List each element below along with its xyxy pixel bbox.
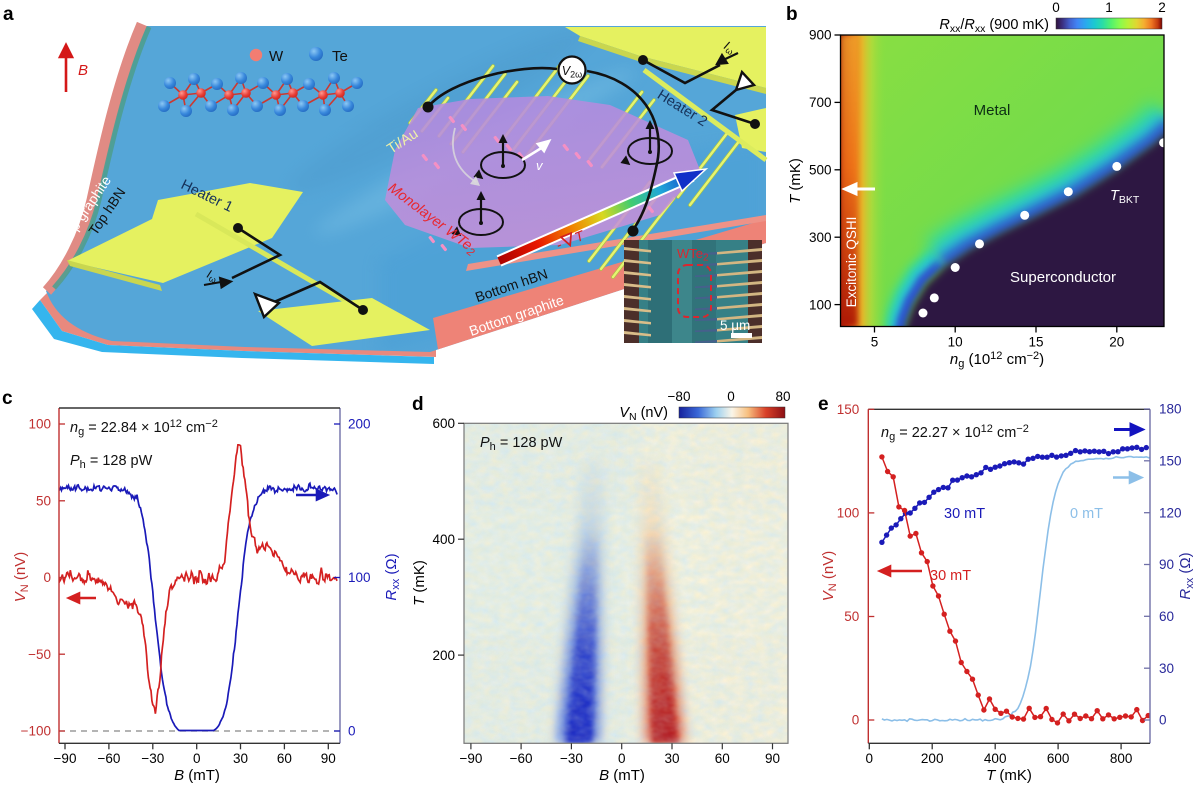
svg-text:-: -	[554, 236, 565, 253]
svg-text:100: 100	[348, 570, 371, 585]
svg-text:0: 0	[618, 751, 626, 766]
svg-text:300: 300	[809, 230, 832, 245]
svg-text:−30: −30	[141, 751, 164, 766]
svg-text:VN (nV): VN (nV)	[619, 405, 668, 423]
svg-text:90: 90	[1159, 557, 1174, 572]
svg-text:15: 15	[1028, 335, 1043, 350]
svg-text:800: 800	[1110, 751, 1133, 766]
svg-text:60: 60	[1159, 609, 1174, 624]
svg-text:T (mK): T (mK)	[411, 560, 428, 606]
svg-text:5: 5	[871, 335, 879, 350]
svg-text:v: v	[536, 158, 544, 173]
svg-text:30 mT: 30 mT	[944, 506, 985, 522]
svg-text:a: a	[3, 4, 14, 25]
svg-text:0: 0	[43, 570, 51, 585]
svg-text:2: 2	[1158, 0, 1166, 15]
svg-text:600: 600	[432, 416, 455, 431]
svg-text:80: 80	[775, 389, 790, 404]
svg-text:30: 30	[664, 751, 679, 766]
svg-text:0: 0	[727, 389, 735, 404]
svg-text:ng (1012 cm−2): ng (1012 cm−2)	[950, 350, 1044, 370]
svg-text:0 mT: 0 mT	[1070, 506, 1103, 522]
svg-text:90: 90	[321, 751, 336, 766]
svg-text:5 μm: 5 μm	[720, 318, 750, 333]
svg-text:400: 400	[984, 751, 1007, 766]
svg-text:Excitonic QSHI: Excitonic QSHI	[844, 217, 859, 308]
svg-text:−30: −30	[560, 751, 583, 766]
svg-text:VN (nV): VN (nV)	[820, 551, 839, 601]
svg-text:−50: −50	[28, 647, 51, 662]
svg-text:100: 100	[837, 506, 860, 521]
svg-text:0: 0	[866, 751, 874, 766]
svg-text:B (mT): B (mT)	[599, 767, 645, 784]
svg-text:30: 30	[233, 751, 248, 766]
svg-text:Rxx/Rxx (900 mK): Rxx/Rxx (900 mK)	[939, 17, 1049, 35]
svg-text:200: 200	[348, 417, 371, 432]
svg-text:50: 50	[36, 493, 51, 508]
svg-text:d: d	[412, 394, 424, 415]
svg-text:ng = 22.84 × 1012 cm−2: ng = 22.84 × 1012 cm−2	[70, 418, 218, 438]
svg-text:500: 500	[809, 163, 832, 178]
svg-text:−90: −90	[459, 751, 482, 766]
svg-text:150: 150	[1159, 454, 1182, 469]
svg-text:W: W	[269, 48, 284, 65]
svg-text:10: 10	[948, 335, 963, 350]
svg-text:200: 200	[432, 648, 455, 663]
svg-text:120: 120	[1159, 505, 1182, 520]
svg-text:60: 60	[715, 751, 730, 766]
svg-text:Rxx (Ω): Rxx (Ω)	[1177, 552, 1196, 599]
svg-text:TBKT: TBKT	[1110, 188, 1140, 206]
svg-text:100: 100	[28, 417, 51, 432]
svg-text:c: c	[2, 388, 13, 409]
svg-text:1: 1	[1105, 0, 1113, 15]
svg-text:VN (nV): VN (nV)	[12, 552, 31, 602]
svg-text:30: 30	[1159, 661, 1174, 676]
svg-text:20: 20	[1109, 335, 1124, 350]
svg-text:B (mT): B (mT)	[174, 767, 220, 784]
svg-text:900: 900	[809, 28, 832, 43]
svg-text:b: b	[786, 4, 798, 25]
svg-text:T (mK): T (mK)	[986, 767, 1032, 784]
svg-text:200: 200	[921, 751, 944, 766]
svg-text:−60: −60	[97, 751, 120, 766]
svg-text:Ph = 128 pW: Ph = 128 pW	[70, 453, 153, 471]
svg-text:e: e	[818, 394, 829, 415]
svg-text:60: 60	[277, 751, 292, 766]
svg-text:Ph = 128 pW: Ph = 128 pW	[480, 435, 563, 453]
svg-text:−60: −60	[510, 751, 533, 766]
svg-text:0: 0	[852, 713, 860, 728]
svg-text:0: 0	[193, 751, 201, 766]
svg-text:Te: Te	[332, 48, 348, 65]
svg-text:ng = 22.27 × 1012 cm−2: ng = 22.27 × 1012 cm−2	[881, 423, 1029, 443]
svg-text:B: B	[78, 62, 88, 79]
svg-text:90: 90	[765, 751, 780, 766]
svg-text:0: 0	[348, 724, 356, 739]
svg-text:180: 180	[1159, 402, 1182, 417]
svg-text:−100: −100	[21, 724, 51, 739]
svg-text:−80: −80	[668, 389, 691, 404]
svg-text:Superconductor: Superconductor	[1010, 269, 1116, 286]
svg-text:50: 50	[844, 609, 859, 624]
svg-text:0: 0	[1159, 713, 1167, 728]
svg-text:100: 100	[809, 297, 832, 312]
svg-text:600: 600	[1047, 751, 1070, 766]
svg-text:30 mT: 30 mT	[930, 568, 971, 584]
svg-text:Rxx (Ω): Rxx (Ω)	[383, 553, 402, 600]
svg-text:0: 0	[1052, 0, 1060, 15]
svg-text:700: 700	[809, 95, 832, 110]
svg-text:T (mK): T (mK)	[787, 158, 804, 204]
svg-text:400: 400	[432, 532, 455, 547]
svg-text:−90: −90	[54, 751, 77, 766]
svg-text:150: 150	[837, 402, 860, 417]
svg-text:WTe2: WTe2	[677, 246, 709, 264]
svg-text:Metal: Metal	[974, 102, 1011, 119]
